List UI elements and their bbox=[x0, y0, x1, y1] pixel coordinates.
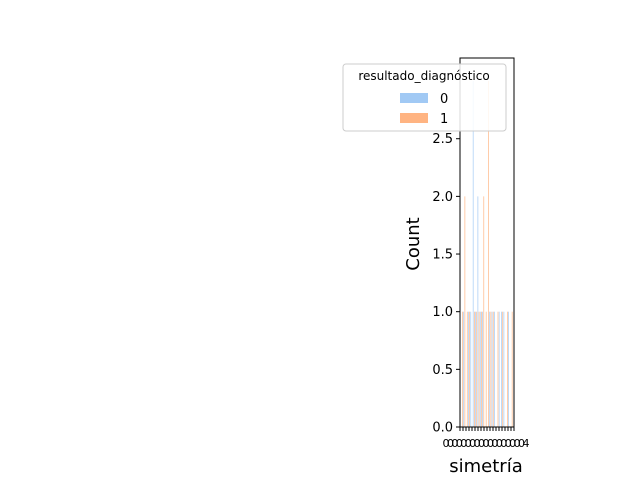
bar-series-0-16 bbox=[498, 311, 500, 427]
bar-series-1-17 bbox=[502, 311, 504, 427]
x-tick-label-13: 0 bbox=[500, 437, 507, 450]
bar-series-1-21 bbox=[511, 311, 513, 427]
bar-series-1-9 bbox=[483, 196, 485, 428]
bar-series-0-3 bbox=[468, 311, 469, 427]
bar-series-1-13 bbox=[492, 311, 494, 427]
y-tick-label-2: 1.0 bbox=[432, 305, 453, 320]
bar-series-0-12 bbox=[489, 311, 491, 427]
x-tick-label-1: 0 bbox=[447, 437, 454, 450]
x-tick-label-6: 0 bbox=[469, 437, 476, 450]
x-tick-label-14: 0 bbox=[505, 437, 512, 450]
y-tick-label-3: 1.5 bbox=[432, 248, 453, 263]
x-tick-label-9: 0 bbox=[483, 437, 490, 450]
bar-series-0-14 bbox=[494, 311, 495, 427]
y-axis: 0.0 0.5 1.0 1.5 2.0 2.5 bbox=[432, 132, 460, 436]
bar-series-1-15 bbox=[497, 311, 499, 427]
legend: resultado_diagnóstico 0 1 bbox=[342, 63, 507, 132]
x-tick-label-16: 0 bbox=[514, 437, 521, 450]
x-tick-label-3: 0 bbox=[456, 437, 463, 450]
y-axis-label: Count bbox=[403, 217, 424, 270]
x-axis-label: simetría bbox=[449, 456, 522, 477]
bar-series-1-5 bbox=[474, 311, 475, 427]
bar-series-0-6 bbox=[475, 311, 476, 427]
y-tick-label-5: 2.5 bbox=[432, 132, 453, 147]
bar-series-0-1 bbox=[463, 311, 465, 427]
bar-series-1-19 bbox=[507, 311, 508, 427]
x-tick-label-18: 4 bbox=[523, 437, 530, 450]
x-tick-label-11: 0 bbox=[491, 437, 498, 450]
legend-title: resultado_diagnóstico bbox=[358, 69, 489, 83]
bar-series-0-5 bbox=[472, 81, 474, 427]
bar-series-0-18 bbox=[503, 311, 505, 427]
x-tick-label-15: 0 bbox=[509, 437, 516, 450]
x-tick-label-5: 0 bbox=[465, 437, 472, 450]
bar-series-0-8 bbox=[479, 311, 481, 427]
bar-series-1-0 bbox=[462, 311, 463, 427]
x-tick-label-17: 0 bbox=[518, 437, 525, 450]
x-tick-label-2: 0 bbox=[451, 437, 458, 450]
bar-series-1-12 bbox=[490, 311, 492, 427]
bar-series-0-20 bbox=[508, 311, 509, 427]
bar-series-1-11 bbox=[488, 81, 489, 427]
x-tick-label-7: 0 bbox=[474, 437, 481, 450]
bar-series-1-1 bbox=[464, 196, 466, 428]
legend-swatch-1 bbox=[400, 113, 428, 123]
y-tick-label-4: 2.0 bbox=[432, 190, 453, 205]
y-tick-label-0: 0.0 bbox=[432, 421, 453, 436]
bar-series-0-7 bbox=[477, 196, 479, 428]
bar-series-0-17 bbox=[501, 311, 502, 427]
bar-series-1-3 bbox=[469, 311, 470, 427]
x-tick-label-8: 0 bbox=[478, 437, 485, 450]
legend-label-1: 1 bbox=[440, 112, 448, 127]
bar-series-1-6 bbox=[476, 311, 478, 427]
bar-series-0-13 bbox=[491, 311, 493, 427]
bar-series-1-2 bbox=[466, 311, 468, 427]
bars-group bbox=[462, 81, 513, 428]
x-tick-label-12: 0 bbox=[496, 437, 503, 450]
legend-swatch-0 bbox=[400, 93, 428, 103]
bar-series-0-4 bbox=[470, 311, 472, 427]
x-tick-label-10: 0 bbox=[487, 437, 494, 450]
bar-series-1-7 bbox=[478, 311, 480, 427]
bar-series-1-10 bbox=[485, 311, 487, 427]
y-tick-label-1: 0.5 bbox=[432, 363, 453, 378]
bar-series-0-9 bbox=[482, 311, 483, 427]
bar-series-1-8 bbox=[481, 311, 482, 427]
x-tick-label-4: 0 bbox=[460, 437, 467, 450]
legend-label-0: 0 bbox=[440, 92, 448, 107]
x-tick-label-0: 0 bbox=[443, 437, 450, 450]
